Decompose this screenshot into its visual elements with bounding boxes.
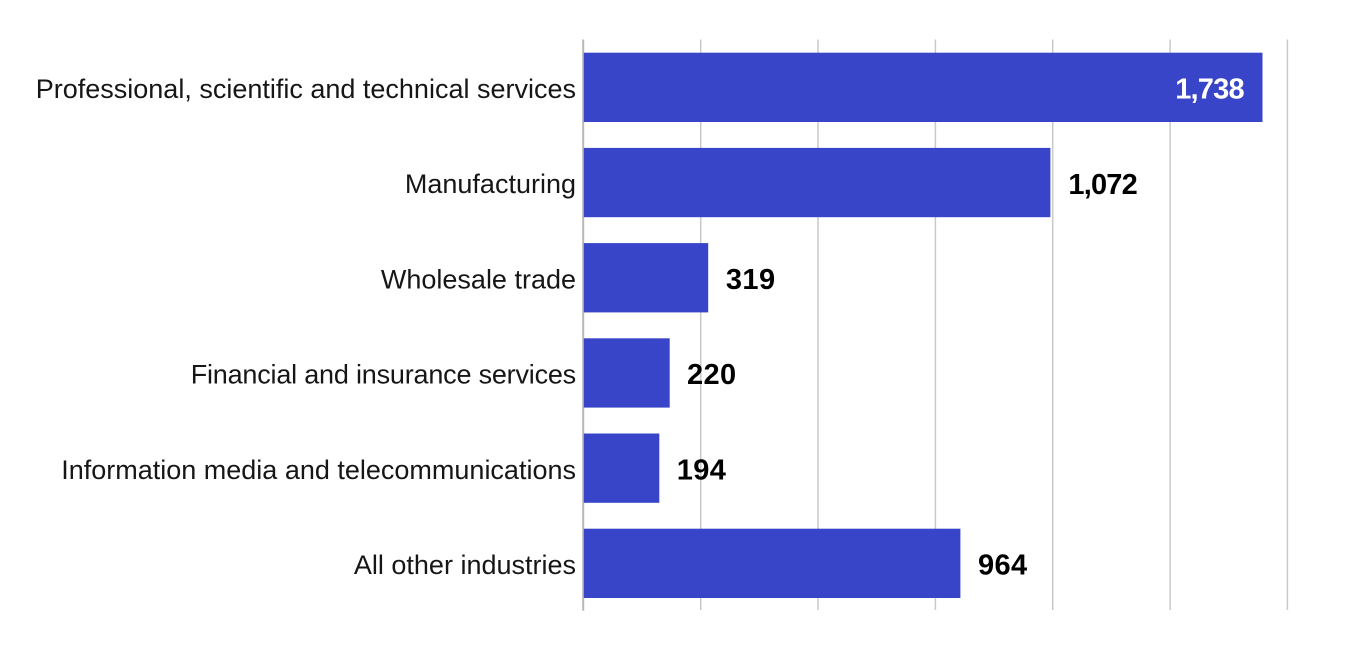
svg-text:Wholesale trade: Wholesale trade — [381, 264, 576, 294]
svg-text:194: 194 — [677, 454, 727, 486]
svg-text:1,738: 1,738 — [1175, 74, 1244, 106]
svg-text:220: 220 — [687, 359, 737, 391]
svg-text:319: 319 — [726, 264, 776, 296]
svg-text:All other industries: All other industries — [354, 550, 576, 580]
svg-text:Manufacturing: Manufacturing — [405, 169, 576, 199]
svg-text:964: 964 — [978, 550, 1028, 582]
svg-text:Professional, scientific and t: Professional, scientific and technical s… — [36, 74, 576, 104]
svg-text:Information media and telecomm: Information media and telecommunications — [61, 455, 576, 485]
svg-text:Financial and insurance servic: Financial and insurance services — [191, 360, 576, 390]
svg-text:1,072: 1,072 — [1068, 169, 1137, 201]
